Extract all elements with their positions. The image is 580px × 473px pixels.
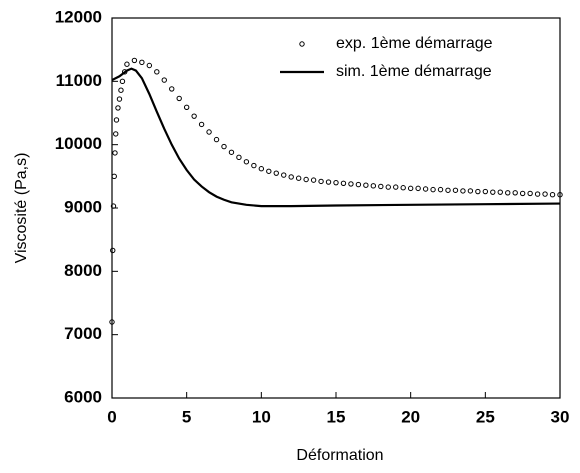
x-tick-label: 30 [551, 407, 570, 426]
y-tick-label: 12000 [55, 7, 102, 26]
data-point [139, 59, 145, 66]
data-point [243, 159, 250, 165]
data-point [118, 87, 124, 93]
data-point [303, 176, 309, 183]
data-point [281, 172, 287, 178]
data-line [111, 67, 561, 208]
data-point [110, 247, 116, 254]
data-point [445, 187, 451, 193]
data-point [549, 192, 556, 198]
data-point [109, 319, 115, 325]
data-point [169, 86, 175, 92]
data-point [348, 181, 354, 187]
data-point [221, 143, 227, 150]
x-axis-title: Déformation [296, 447, 383, 464]
legend-label: sim. 1ème démarrage [336, 63, 492, 80]
data-point [460, 188, 466, 194]
data-point [333, 179, 339, 186]
data-point [505, 190, 511, 196]
data-point [213, 136, 220, 143]
data-point [251, 162, 257, 169]
y-tick-label: 11000 [56, 71, 102, 90]
data-point [295, 175, 302, 181]
data-point [340, 180, 347, 187]
data-point [154, 69, 160, 75]
data-point [111, 173, 117, 180]
data-point [266, 168, 272, 174]
data-point [146, 62, 153, 69]
x-tick-label: 25 [476, 407, 495, 426]
data-point [119, 78, 126, 85]
data-point [422, 186, 429, 192]
data-point [400, 185, 406, 191]
data-point [452, 187, 459, 193]
data-point [113, 117, 120, 123]
data-point [475, 188, 481, 195]
data-point [198, 121, 205, 128]
data-point [467, 188, 474, 194]
x-tick-label: 15 [327, 407, 346, 426]
data-point [161, 77, 167, 83]
data-point [363, 182, 369, 188]
data-point [378, 183, 384, 190]
x-tick-label: 5 [182, 407, 191, 426]
x-tick-label: 0 [107, 407, 116, 426]
y-tick-label: 8000 [64, 261, 102, 280]
data-point [112, 150, 118, 156]
data-point [131, 57, 138, 64]
data-point [113, 131, 119, 137]
data-point [288, 174, 294, 180]
data-point [482, 188, 489, 195]
data-point [490, 189, 496, 195]
y-tick-label: 9000 [64, 197, 102, 216]
y-axis-title: Viscosité (Pa,s) [13, 153, 30, 264]
data-point [176, 95, 182, 102]
data-point [325, 179, 332, 185]
y-tick-label: 10000 [55, 134, 102, 153]
data-point [534, 191, 541, 197]
legend-label: exp. 1ème démarrage [336, 35, 493, 52]
data-point [355, 181, 362, 188]
data-point [273, 170, 279, 176]
legend-symbol [299, 41, 305, 47]
x-tick-label: 20 [401, 407, 420, 426]
data-point [183, 104, 190, 111]
data-point [258, 166, 265, 172]
data-point [236, 154, 242, 161]
data-point [542, 191, 548, 197]
x-tick-label: 10 [252, 407, 271, 426]
data-point [191, 113, 197, 119]
y-tick-label: 7000 [64, 324, 102, 343]
data-point [310, 177, 317, 183]
data-point [318, 178, 324, 185]
data-point [385, 184, 391, 190]
data-point [206, 129, 212, 135]
data-point [497, 189, 503, 195]
data-point [110, 203, 117, 209]
data-point [393, 184, 399, 190]
y-tick-label: 6000 [64, 387, 102, 406]
data-point [519, 190, 526, 197]
data-point [557, 192, 563, 198]
data-point [115, 105, 121, 111]
data-point [437, 186, 444, 193]
data-point [370, 183, 377, 189]
data-point [527, 190, 533, 197]
data-point [228, 149, 235, 155]
data-point [407, 185, 414, 192]
data-point [512, 190, 518, 196]
data-point [124, 61, 130, 67]
data-point [430, 186, 436, 193]
data-point [116, 96, 123, 102]
data-point [415, 185, 421, 192]
